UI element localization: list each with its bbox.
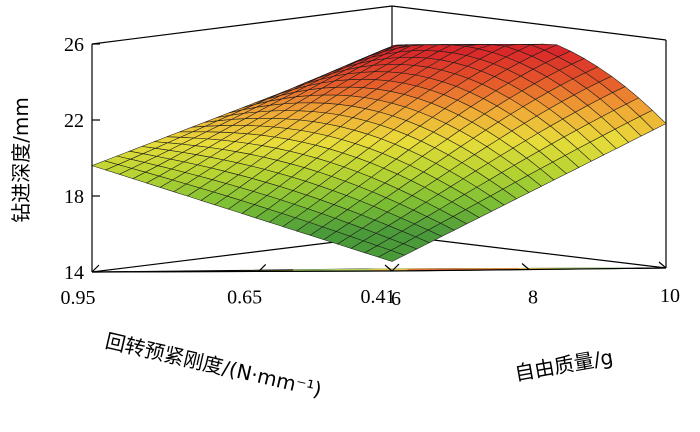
- z-tick-label: 14: [64, 262, 84, 284]
- y-tick-label: 0.41: [361, 286, 396, 308]
- x-tick-mark: [658, 261, 667, 269]
- x-axis-ticks: 6 8 10: [384, 261, 680, 310]
- x-tick-label: 6: [391, 288, 401, 310]
- y-tick-label: 0.95: [61, 287, 96, 309]
- z-axis-ticks: 14 18 22 26: [64, 34, 100, 284]
- z-tick-label: 18: [64, 186, 84, 208]
- y-axis-line: [91, 270, 393, 273]
- z-tick-label: 22: [64, 110, 84, 132]
- y-axis-title: 回转预紧刚度/(N·mm⁻¹): [103, 329, 324, 402]
- x-tick-label: 8: [528, 287, 538, 309]
- x-axis-title: 自由质量/g: [513, 345, 615, 386]
- box-frame: [91, 5, 667, 273]
- box-floor-back-right: [391, 234, 667, 269]
- x-tick-label: 10: [660, 285, 680, 307]
- z-tick-label: 26: [64, 34, 84, 56]
- box-top-right-edge: [391, 5, 667, 41]
- z-axis-title: 钻进深度/mm: [9, 97, 33, 223]
- surface-cell: [377, 250, 406, 262]
- floor-contour-line-3: [407, 268, 519, 271]
- y-tick-mark: [91, 264, 100, 273]
- box-top-left-edge: [91, 5, 393, 45]
- response-surface: [91, 43, 667, 262]
- y-tick-mark: [391, 263, 400, 272]
- y-tick-label: 0.65: [227, 286, 262, 308]
- y-axis-ticks: 0.95 0.65 0.41: [61, 263, 400, 309]
- x-tick-mark: [384, 264, 393, 272]
- x-tick-mark: [521, 263, 530, 270]
- y-tick-mark: [258, 264, 267, 272]
